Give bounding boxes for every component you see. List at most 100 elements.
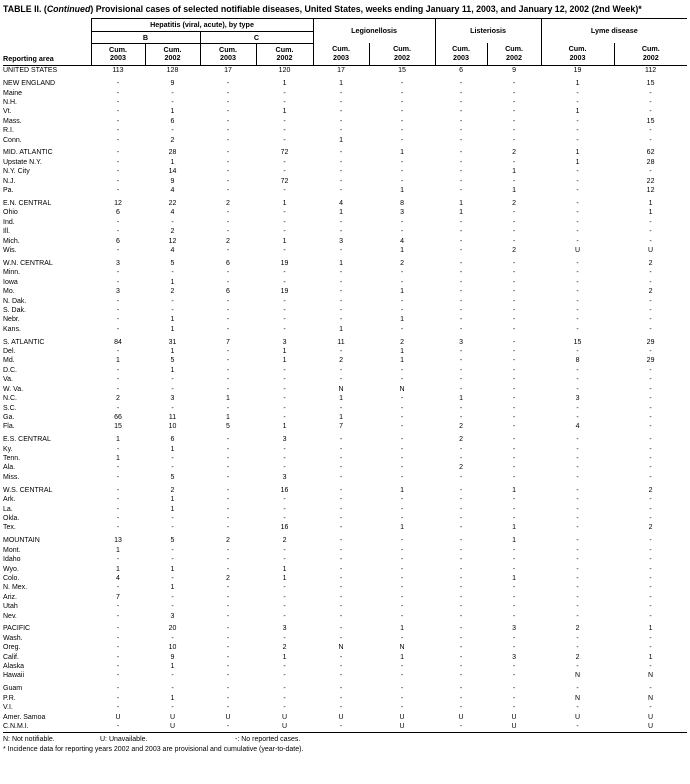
- value-cell: 2: [512, 247, 516, 254]
- value-cell: -: [116, 108, 120, 116]
- value-cell: -: [226, 603, 230, 611]
- value-cell: 1: [170, 505, 175, 513]
- value-cell: -: [283, 228, 286, 236]
- value-cell: -: [512, 80, 516, 88]
- value-cell: -: [171, 404, 174, 412]
- value-cell: -: [339, 634, 343, 642]
- value-cell: -: [649, 237, 652, 245]
- value-cell: -: [226, 685, 230, 693]
- value-cell: -: [116, 177, 120, 185]
- value-cell: -: [576, 127, 579, 135]
- col-lyme-cum2003: Cum. 2003: [540, 43, 615, 67]
- value-cell: -: [459, 168, 463, 176]
- reporting-area-cell: N.C.: [3, 395, 17, 403]
- value-cell: -: [339, 464, 343, 472]
- value-cell: 1: [170, 445, 175, 453]
- value-cell: U: [575, 247, 581, 254]
- value-cell: U: [256, 722, 314, 734]
- value-cell: 128: [166, 67, 179, 75]
- value-cell: -: [226, 357, 230, 365]
- value-cell: -: [116, 496, 120, 504]
- value-cell: -: [400, 423, 404, 431]
- value-cell: -: [649, 297, 652, 305]
- reporting-area-cell: MOUNTAIN: [3, 537, 40, 545]
- value-cell: -: [576, 177, 579, 185]
- value-cell: -: [226, 348, 230, 356]
- value-cell: -: [649, 228, 652, 236]
- value-cell: 1: [512, 486, 516, 494]
- value-cell: -: [400, 593, 404, 601]
- value-cell: 1: [116, 546, 120, 554]
- value-cell: 5: [170, 537, 175, 545]
- value-cell: -: [283, 98, 286, 106]
- value-cell: -: [283, 117, 286, 125]
- value-cell: -: [226, 89, 230, 97]
- value-cell: -: [283, 269, 286, 277]
- value-cell: -: [400, 413, 404, 421]
- value-cell: -: [116, 278, 120, 286]
- value-cell: 2: [170, 288, 175, 296]
- value-cell: -: [339, 505, 343, 513]
- value-cell: -: [649, 704, 652, 712]
- value-cell: -: [116, 127, 120, 135]
- value-cell: -: [171, 524, 174, 532]
- value-cell: -: [400, 704, 404, 712]
- reporting-area-cell: Ohio: [3, 209, 18, 217]
- value-cell: -: [226, 136, 230, 144]
- value-cell: -: [283, 704, 286, 712]
- value-cell: 3: [170, 612, 175, 620]
- value-cell: 5: [170, 473, 175, 481]
- value-cell: -: [226, 117, 230, 125]
- value-cell: -: [400, 584, 404, 592]
- value-cell: -: [339, 524, 343, 532]
- value-cell: 5: [226, 423, 230, 431]
- value-cell: -: [459, 187, 463, 195]
- value-cell: U: [487, 722, 542, 734]
- table-row: Alaska - 1 - - - - - - - -: [3, 662, 687, 671]
- reporting-area-cell: Vt.: [3, 108, 12, 116]
- value-cell: -: [226, 218, 230, 226]
- table-row: R.I. - - - - - - - - - -: [3, 126, 687, 135]
- table-row: Ill. - 2 - - - - - - - -: [3, 227, 687, 236]
- value-cell: 6: [226, 288, 230, 296]
- value-cell: U: [511, 713, 517, 721]
- value-cell: -: [649, 546, 652, 554]
- value-cell: -: [226, 325, 230, 333]
- value-cell: -: [339, 108, 343, 116]
- value-cell: -: [649, 612, 652, 620]
- value-cell: 1: [459, 395, 463, 403]
- value-cell: 12: [114, 199, 122, 207]
- value-cell: -: [200, 722, 256, 734]
- value-cell: -: [576, 297, 579, 305]
- value-cell: -: [171, 556, 174, 564]
- legionellosis-header: Legionellosis: [312, 17, 436, 44]
- value-cell: -: [400, 158, 404, 166]
- value-cell: 1: [170, 694, 175, 702]
- value-cell: -: [576, 218, 579, 226]
- value-cell: -: [512, 413, 516, 421]
- value-cell: 6: [226, 259, 230, 267]
- value-cell: -: [339, 247, 343, 254]
- value-cell: -: [339, 473, 343, 481]
- value-cell: -: [576, 89, 579, 97]
- value-cell: -: [512, 514, 516, 522]
- value-cell: U: [115, 713, 121, 721]
- table-row: E.N. CENTRAL 12 22 2 1 4 8 1 2-1: [3, 199, 687, 208]
- value-cell: -: [116, 445, 120, 453]
- value-cell: -: [400, 672, 404, 680]
- reporting-area-cell: Utah: [3, 603, 18, 611]
- value-cell: 6: [116, 237, 120, 245]
- table-row: Wyo. 1 1 - 1 - - - - - -: [3, 565, 687, 574]
- value-cell: -: [400, 694, 404, 702]
- value-cell: -: [576, 376, 579, 384]
- value-cell: -: [576, 199, 579, 207]
- reporting-area-cell: Pa.: [3, 187, 14, 195]
- value-cell: -: [459, 537, 463, 545]
- value-cell: -: [459, 117, 463, 125]
- value-cell: -: [459, 612, 463, 620]
- hepatitis-c-header: C: [199, 31, 314, 44]
- col-hepc-cum2002: Cum. 2002: [255, 43, 314, 67]
- value-cell: -: [459, 247, 463, 254]
- value-cell: -: [512, 297, 516, 305]
